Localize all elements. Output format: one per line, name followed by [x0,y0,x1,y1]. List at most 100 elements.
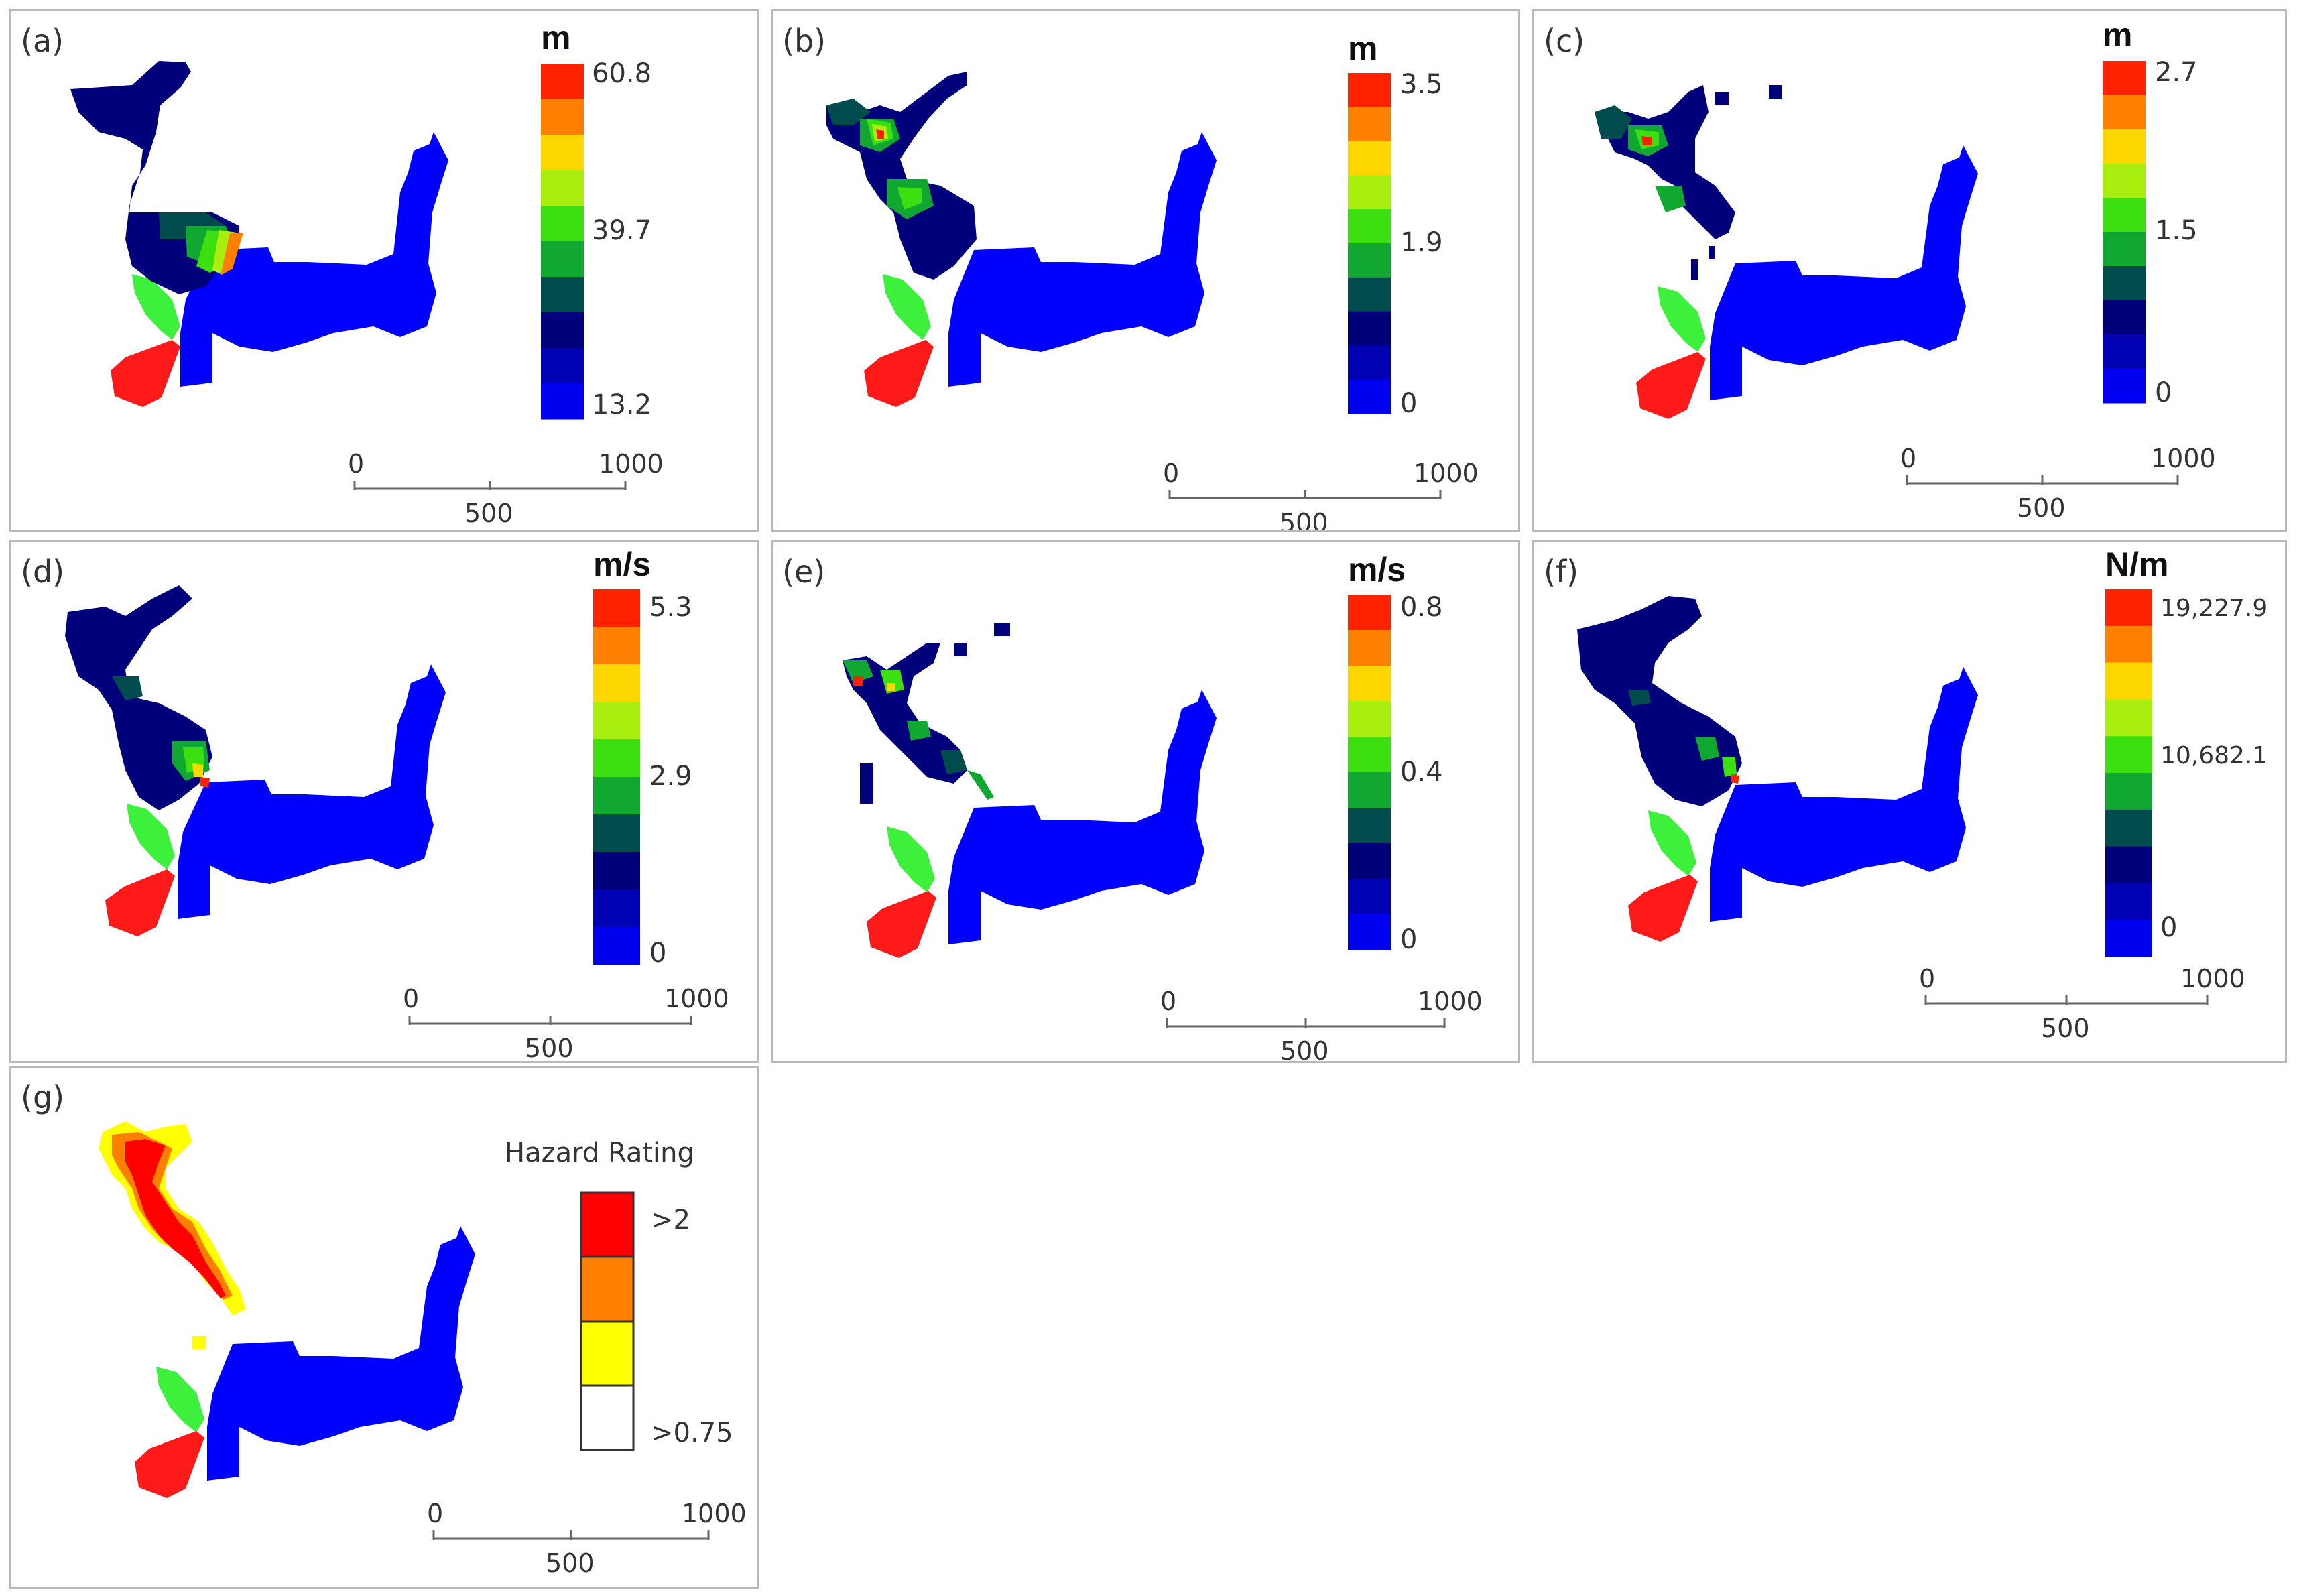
debris-footprint [65,585,212,810]
panel-label: (d) [21,554,64,590]
scale-label-end: 1000 [1414,458,1479,488]
ramp-class-7 [1348,277,1391,312]
ramp-class-5 [1348,737,1391,773]
panel-label: (c) [1544,23,1585,59]
legend-unit: m [1348,29,1377,67]
color-ramp [2103,61,2146,404]
ramp-class-9 [541,348,584,384]
panel-d: (d) m/s 5.3 2.9 0 0 500 1000 [9,540,759,1063]
color-ramp [593,589,640,965]
scale-bar: 0 500 1000 [1163,458,1479,530]
scale-bar: 0 500 1000 [427,1499,747,1578]
red-zone [105,869,175,936]
scale-label-start: 0 [1160,987,1176,1016]
ramp-class-7 [593,814,640,853]
ramp-class-4 [593,702,640,740]
scale-label-start: 0 [427,1499,443,1528]
scale-label-mid: 500 [546,1548,595,1578]
map-d: (d) m/s 5.3 2.9 0 0 500 1000 [21,546,729,1061]
tick-max: >2 [651,1205,690,1235]
debris-footprint [70,61,243,294]
tick-max: 5.3 [649,592,692,623]
ramp-class-2 [593,627,640,665]
red-zone [111,340,180,407]
green-zone [883,274,931,340]
ramp-class-3 [1348,666,1391,702]
ramp-class-8 [593,852,640,890]
ramp-class-1 [1348,73,1391,108]
green-zone [156,1367,204,1432]
tick-max: 60.8 [592,58,651,89]
green-zone [132,274,180,340]
legend: m 60.8 39.7 13.2 [541,19,651,420]
tick-min: >0.75 [651,1418,733,1449]
panel-a: (a) m 60.8 39.7 13.2 0 500 1000 [9,9,759,532]
ramp-class-3 [2103,129,2146,164]
ramp-class-6 [2103,232,2146,267]
lake-basin [178,664,446,919]
red-zone [1628,875,1698,942]
panel-e: (e) m/s 0.8 0.4 0 0 500 1000 [771,540,1520,1063]
panel-g: (g) Hazard Rating >2 >0.75 0 500 1000 [9,1066,759,1589]
ramp-class-10 [593,927,640,965]
map-a: (a) m 60.8 39.7 13.2 0 500 1000 [21,19,664,528]
ramp-class-7 [2103,266,2146,301]
scale-label-start: 0 [403,984,419,1014]
scale-label-mid: 500 [464,499,513,528]
tick-max: 0.8 [1400,592,1443,623]
legend-title: Hazard Rating [505,1138,694,1168]
ramp-class-7 [2105,809,2152,847]
scale-bar: 0 500 1000 [1160,987,1483,1061]
ramp-class-8 [2103,300,2146,335]
legend-unit: m [2103,16,2132,54]
scale-label-start: 0 [1900,444,1916,473]
scale-label-start: 0 [1163,458,1179,488]
debris-footprint [1595,85,1782,280]
ramp-class-6 [593,777,640,815]
scale-label-mid: 500 [2017,493,2066,523]
hazard-footprint [99,1121,246,1349]
red-zone [867,891,936,958]
scale-label-end: 1000 [1418,987,1483,1016]
tick-max: 3.5 [1400,69,1443,100]
tick-mid: 2.9 [649,761,692,792]
ramp-class-6 [1348,772,1391,808]
panel-c: (c) m 2.7 1.5 0 0 500 1000 [1532,9,2287,532]
tick-mid: 39.7 [592,215,651,246]
red-zone [864,340,934,407]
ramp-class-2 [2105,625,2152,664]
tick-min: 13.2 [592,389,651,420]
ramp-class-10 [1348,379,1391,414]
legend: m/s 0.8 0.4 0 [1348,551,1443,955]
ramp-class-3 [593,664,640,702]
color-ramp [1348,73,1391,414]
ramp-class-10 [1348,914,1391,950]
ramp-class-3 [1348,141,1391,176]
ramp-class-10 [541,383,584,420]
tick-mid: 1.5 [2155,215,2198,246]
color-ramp [2105,589,2152,957]
map-c: (c) m 2.7 1.5 0 0 500 1000 [1544,16,2216,523]
legend: m 3.5 1.9 0 [1348,29,1443,419]
lake-basin [1710,145,1978,400]
ramp-class-10 [2103,369,2146,404]
green-zone [887,826,935,892]
map-g: (g) Hazard Rating >2 >0.75 0 500 1000 [21,1079,747,1578]
scale-label-mid: 500 [525,1034,574,1061]
legend-unit: m/s [593,546,651,583]
green-zone [1648,810,1696,876]
red-zone [135,1431,204,1498]
scale-label-start: 0 [348,449,364,479]
ramp-class-9 [593,889,640,928]
legend-unit: m [541,19,570,56]
panel-label: (e) [782,554,825,590]
ramp-class-5 [593,739,640,778]
hazard-classes [580,1191,635,1451]
scale-label-end: 1000 [2151,444,2216,473]
tick-mid: 1.9 [1400,227,1443,258]
ramp-class-1 [593,589,640,627]
hazard-class-1 [580,1191,635,1258]
ramp-class-5 [1348,209,1391,244]
ramp-class-10 [2105,920,2152,957]
lake-basin [948,132,1217,387]
